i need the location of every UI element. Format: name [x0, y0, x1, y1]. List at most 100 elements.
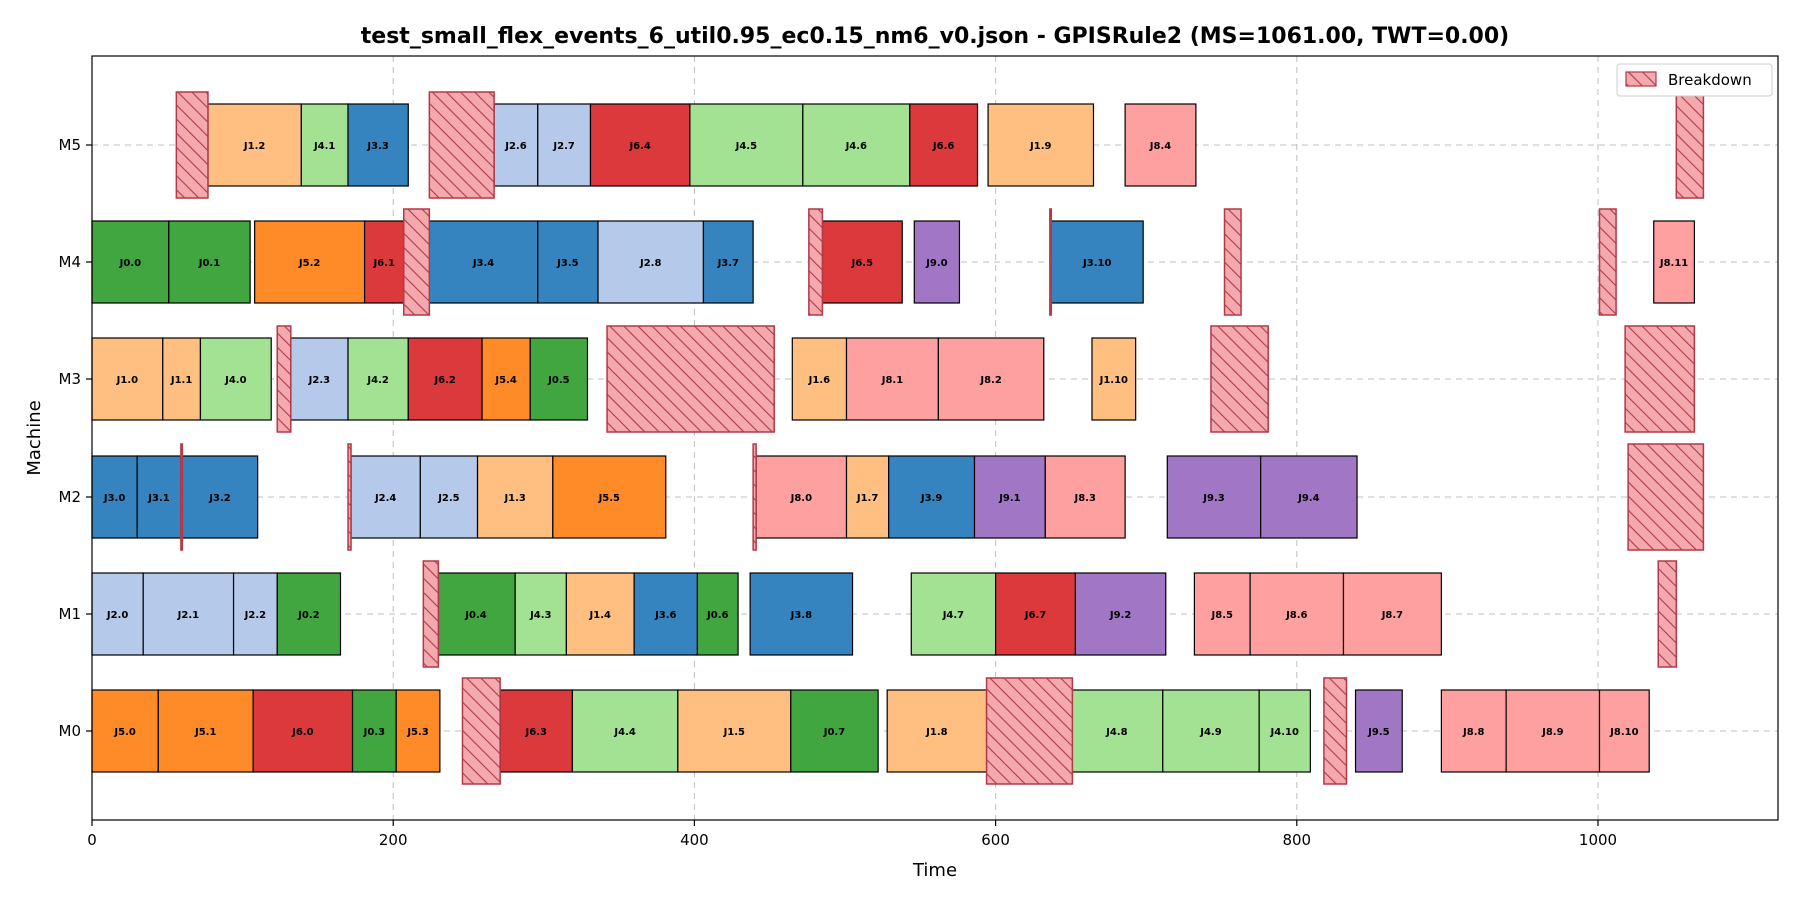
operation-bar: [347, 103, 409, 187]
operation-label: J4.1: [313, 141, 335, 152]
operation-label: J4.3: [529, 610, 551, 621]
breakdown-bars: [175, 91, 1705, 785]
operation-bar: [428, 220, 539, 304]
operation-bar: [1050, 220, 1144, 304]
operation-label: J2.8: [639, 258, 661, 269]
operation-label: J3.1: [147, 493, 169, 504]
legend-label: Breakdown: [1668, 71, 1752, 89]
operation-bar: [749, 572, 854, 656]
operation-bar: [1044, 455, 1126, 539]
operation-bar: [276, 572, 342, 656]
operation-label: J3.4: [472, 258, 494, 269]
legend: Breakdown: [1616, 63, 1773, 97]
x-tick-label: 0: [87, 831, 97, 849]
operation-label: J1.7: [856, 493, 878, 504]
x-axis-ticks: 0 200 400 600 800 1000: [87, 820, 1617, 849]
operation-label: J6.7: [1024, 610, 1046, 621]
operation-bar: [845, 455, 890, 539]
operation-bar: [589, 103, 691, 187]
operation-bar: [395, 689, 441, 773]
breakdown-bar: [606, 325, 775, 433]
operation-label: J2.6: [504, 141, 526, 152]
breakdown-bar: [422, 560, 440, 668]
operation-bar: [1342, 572, 1442, 656]
operation-bar: [1074, 572, 1167, 656]
operation-bar: [347, 337, 409, 421]
operation-label: J4.10: [1270, 727, 1299, 738]
operation-label: J8.5: [1211, 610, 1233, 621]
operation-bar: [937, 337, 1045, 421]
breakdown-bar: [1210, 325, 1269, 433]
operation-label: J6.1: [372, 258, 394, 269]
legend-swatch: [1625, 71, 1657, 87]
operation-label: J5.4: [494, 375, 516, 386]
operation-bar: [168, 220, 251, 304]
operation-bar: [702, 220, 754, 304]
operation-bar: [552, 455, 667, 539]
operation-label: J3.7: [717, 258, 739, 269]
operation-label: J6.3: [525, 727, 547, 738]
operation-label: J1.0: [116, 375, 138, 386]
y-axis-ticks: M0 M1 M2 M3 M4 M5: [59, 136, 92, 740]
operation-label: J5.0: [113, 727, 135, 738]
operation-label: J9.5: [1367, 727, 1389, 738]
plot-area-frame: [91, 55, 1779, 821]
breakdown-bar: [985, 677, 1074, 785]
y-tick-label: M2: [59, 488, 82, 506]
y-tick-label: M4: [59, 253, 82, 271]
operation-label: J8.11: [1659, 258, 1688, 269]
operation-label: J8.3: [1073, 493, 1095, 504]
operation-label: J3.2: [208, 493, 230, 504]
breakdown-bar: [1675, 91, 1705, 199]
operation-bar: [232, 572, 278, 656]
operation-bar: [913, 220, 961, 304]
operation-bar: [1440, 689, 1507, 773]
operation-bar: [696, 572, 739, 656]
operation-label: J1.6: [808, 375, 830, 386]
operation-label: J3.5: [556, 258, 578, 269]
y-tick-label: M1: [59, 605, 82, 623]
x-tick-label: 800: [1282, 831, 1311, 849]
operation-label: J3.3: [366, 141, 388, 152]
y-tick-label: M0: [59, 722, 82, 740]
operation-label: J2.5: [437, 493, 459, 504]
operation-label: J1.10: [1099, 375, 1128, 386]
operation-bar: [537, 220, 599, 304]
operation-label: J4.4: [613, 727, 635, 738]
operation-label: J0.4: [464, 610, 486, 621]
breakdown-bar: [1627, 443, 1705, 551]
operation-bar: [888, 455, 976, 539]
operation-bar: [910, 572, 997, 656]
operation-bar: [790, 689, 879, 773]
operation-bar: [91, 337, 164, 421]
operation-label: J8.7: [1381, 610, 1403, 621]
operation-label: J0.2: [297, 610, 319, 621]
operation-label: J8.9: [1541, 727, 1563, 738]
operation-label: J6.6: [932, 141, 954, 152]
operation-bar: [987, 103, 1095, 187]
operation-label: J8.10: [1609, 727, 1638, 738]
operation-label: J0.6: [706, 610, 728, 621]
operation-bar: [481, 337, 531, 421]
x-tick-label: 200: [379, 831, 408, 849]
operation-label: J0.1: [198, 258, 220, 269]
operation-bar: [350, 455, 421, 539]
breakdown-bar: [808, 208, 824, 316]
x-axis-label: Time: [912, 860, 957, 881]
operation-bar: [351, 689, 397, 773]
x-tick-label: 600: [981, 831, 1010, 849]
operation-label: J9.3: [1202, 493, 1224, 504]
operation-label: J0.7: [823, 727, 845, 738]
y-axis-label: Machine: [24, 400, 45, 475]
operation-label: J6.2: [433, 375, 455, 386]
operation-label: J4.0: [224, 375, 246, 386]
operation-bar: [436, 572, 516, 656]
operation-bar: [142, 572, 235, 656]
breakdown-bar: [1657, 560, 1678, 668]
operation-bar: [973, 455, 1046, 539]
operation-bar: [300, 103, 349, 187]
operation-label: J2.4: [374, 493, 396, 504]
breakdown-bar: [428, 91, 495, 199]
chart-title: test_small_flex_events_6_util0.95_ec0.15…: [361, 24, 1509, 49]
operation-label: J5.3: [406, 727, 428, 738]
